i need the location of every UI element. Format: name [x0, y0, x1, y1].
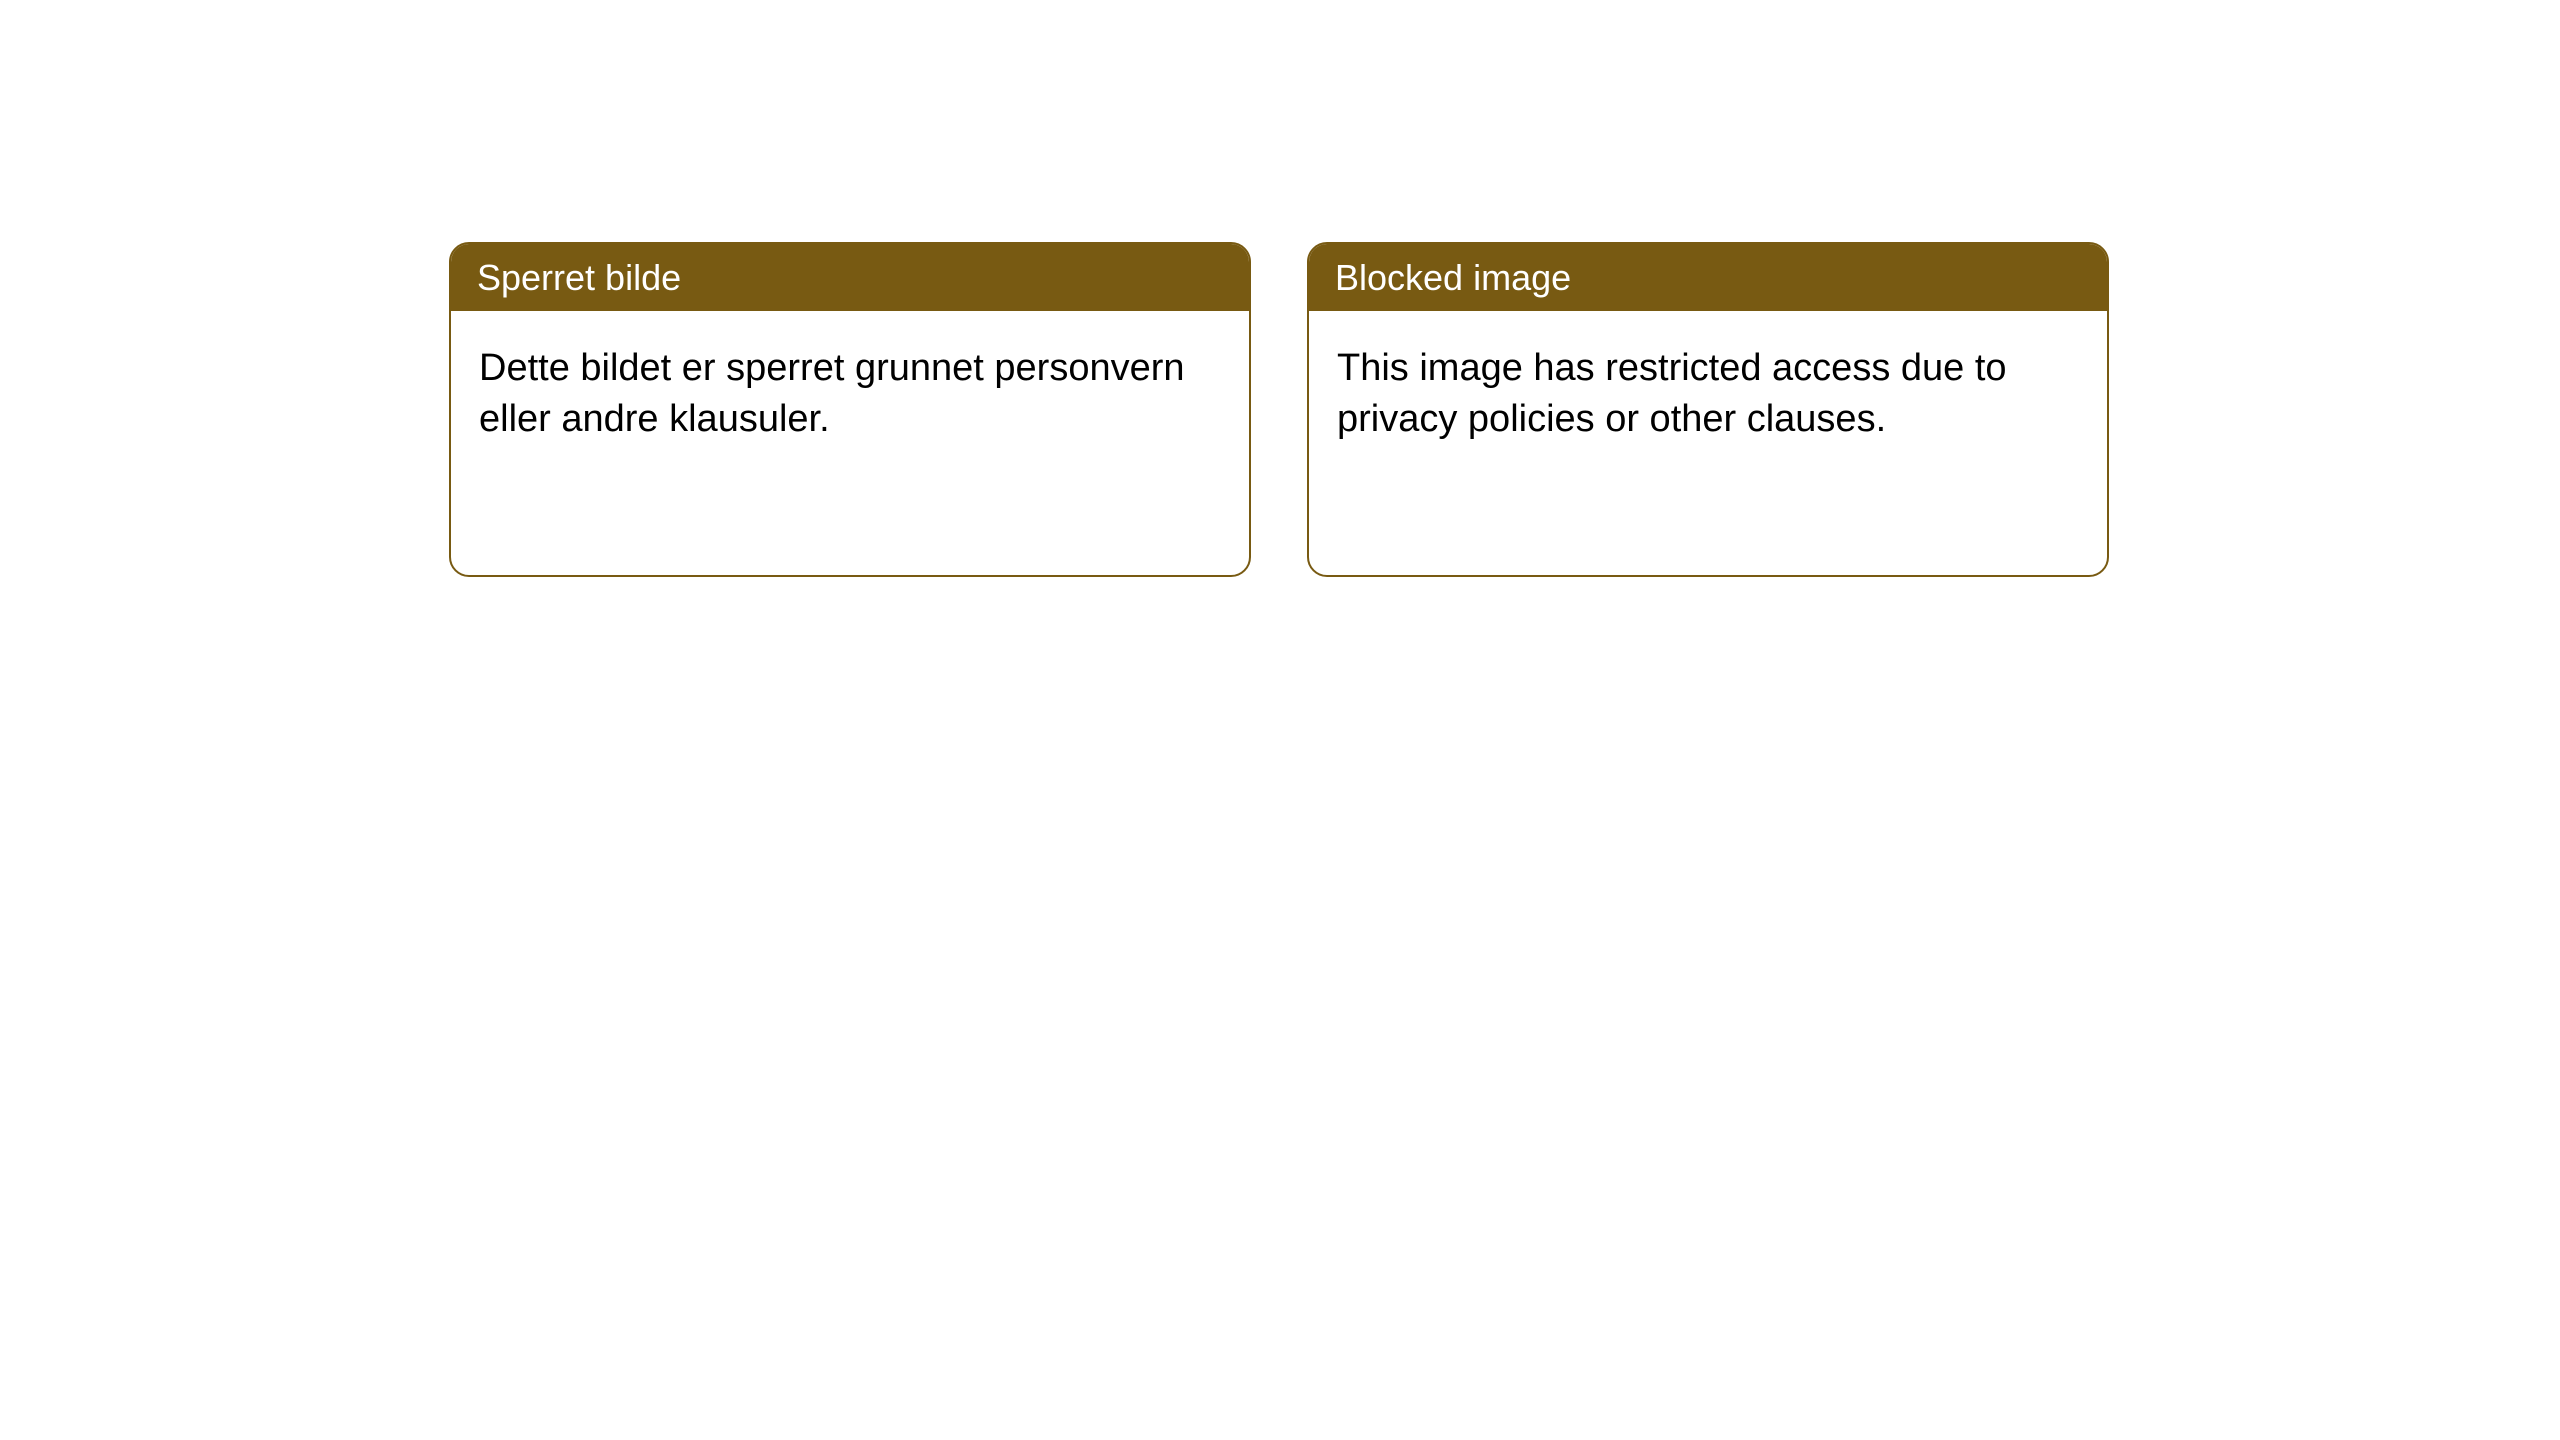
- notice-body: Dette bildet er sperret grunnet personve…: [451, 311, 1249, 478]
- notice-body-text: Dette bildet er sperret grunnet personve…: [479, 347, 1185, 440]
- notice-title: Blocked image: [1335, 257, 1571, 298]
- notice-body-text: This image has restricted access due to …: [1337, 347, 2007, 440]
- notice-body: This image has restricted access due to …: [1309, 311, 2107, 478]
- notice-card-norwegian: Sperret bilde Dette bildet er sperret gr…: [449, 242, 1251, 577]
- notice-header: Sperret bilde: [451, 244, 1249, 311]
- notice-title: Sperret bilde: [477, 257, 681, 298]
- notice-header: Blocked image: [1309, 244, 2107, 311]
- notice-container: Sperret bilde Dette bildet er sperret gr…: [449, 242, 2109, 577]
- notice-card-english: Blocked image This image has restricted …: [1307, 242, 2109, 577]
